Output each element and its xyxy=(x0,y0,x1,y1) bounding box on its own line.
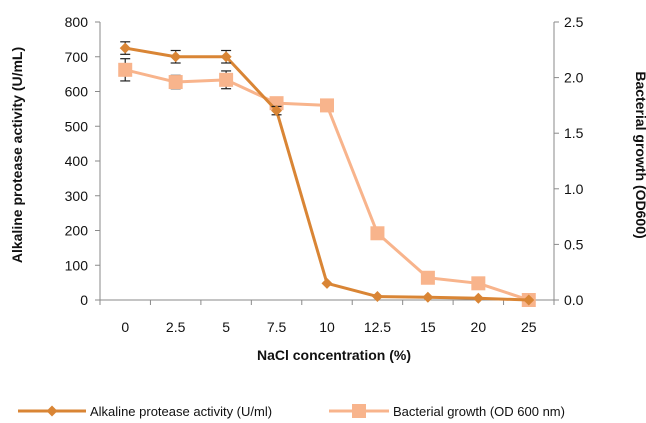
left-tick-label: 700 xyxy=(65,49,89,65)
series-diamond xyxy=(119,41,535,306)
right-tick-label: 0.5 xyxy=(564,236,584,252)
data-point xyxy=(371,291,383,303)
x-tick-label: 10 xyxy=(319,319,335,335)
legend-label: Bacterial growth (OD 600 nm) xyxy=(393,404,565,419)
data-point xyxy=(420,270,435,285)
x-axis-title: NaCl concentration (%) xyxy=(257,347,411,363)
legend-item: Bacterial growth (OD 600 nm) xyxy=(329,404,565,419)
data-point xyxy=(170,51,182,63)
data-point xyxy=(422,291,434,303)
data-point xyxy=(168,75,183,90)
left-tick-label: 0 xyxy=(80,292,88,308)
left-tick-label: 600 xyxy=(65,84,89,100)
left-tick-label: 500 xyxy=(65,118,89,134)
series-layer xyxy=(118,41,536,307)
legend: Alkaline protease activity (U/ml) Bacteri… xyxy=(18,404,565,419)
right-tick-label: 2.5 xyxy=(564,14,584,30)
data-point xyxy=(523,294,535,306)
x-tick-label: 0 xyxy=(121,319,129,335)
series-square xyxy=(118,58,536,307)
left-axis-ticks: 0 100 200 300 400 500 600 700 800 xyxy=(65,14,100,308)
legend-item: Alkaline protease activity (U/ml) xyxy=(18,404,272,419)
left-tick-label: 300 xyxy=(65,188,89,204)
right-tick-label: 0.0 xyxy=(564,292,584,308)
left-tick-label: 100 xyxy=(65,257,89,273)
right-axis-title: Bacterial growth (OD600) xyxy=(633,71,646,238)
left-tick-label: 400 xyxy=(65,153,89,169)
right-tick-label: 1.0 xyxy=(564,181,584,197)
left-axis-title: Alkaline protease activity (U/mL) xyxy=(9,47,25,263)
data-point xyxy=(271,105,283,117)
data-point xyxy=(220,51,232,63)
x-tick-label: 2.5 xyxy=(166,319,186,335)
data-point xyxy=(370,226,385,241)
data-point xyxy=(472,292,484,304)
x-axis-ticks: 0 2.5 5 7.5 10 12.5 15 20 25 xyxy=(99,300,555,335)
legend-marker xyxy=(46,405,58,417)
series-line xyxy=(124,46,529,302)
x-tick-label: 5 xyxy=(222,319,230,335)
right-tick-label: 2.0 xyxy=(564,70,584,86)
axes xyxy=(99,22,555,301)
data-point xyxy=(471,276,486,291)
x-tick-label: 25 xyxy=(521,319,537,335)
left-tick-label: 800 xyxy=(65,14,89,30)
data-point xyxy=(320,98,334,113)
data-point xyxy=(219,72,234,87)
left-tick-label: 200 xyxy=(65,223,89,239)
legend-marker xyxy=(352,404,366,418)
data-point xyxy=(119,42,131,54)
data-point xyxy=(321,277,333,289)
x-tick-label: 7.5 xyxy=(267,319,287,335)
x-tick-label: 12.5 xyxy=(364,319,391,335)
x-tick-label: 20 xyxy=(471,319,487,335)
x-tick-label: 15 xyxy=(420,319,436,335)
right-tick-label: 1.5 xyxy=(564,125,584,141)
legend-label: Alkaline protease activity (U/ml) xyxy=(90,404,272,419)
data-point xyxy=(118,62,133,77)
right-axis-ticks: 0.0 0.5 1.0 1.5 2.0 2.5 xyxy=(554,14,584,308)
